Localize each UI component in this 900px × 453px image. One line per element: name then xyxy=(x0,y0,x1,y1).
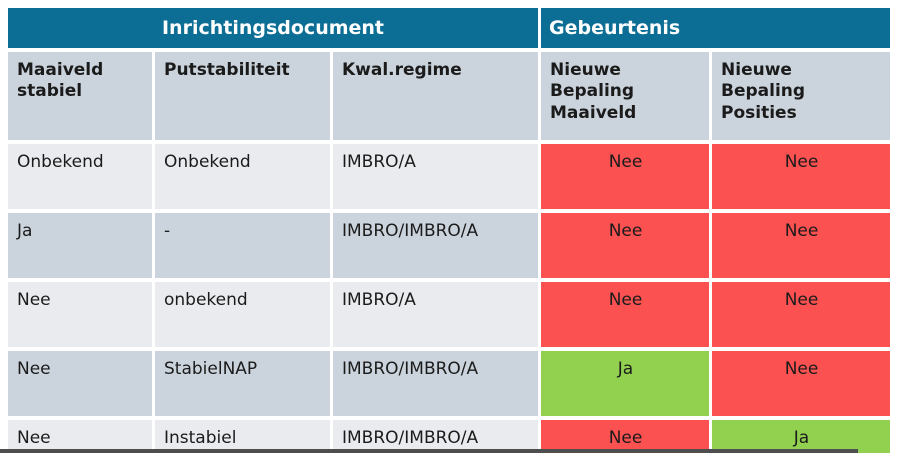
cell-kwal-regime: IMBRO/IMBRO/A xyxy=(333,213,539,278)
cell-nieuwe-bepaling-posities: Nee xyxy=(712,144,891,209)
table-row: Ja - IMBRO/IMBRO/A Nee Nee xyxy=(8,213,891,278)
column-header-kwal-regime: Kwal.regime xyxy=(333,52,539,140)
cell-nieuwe-bepaling-maaiveld: Nee xyxy=(541,144,710,209)
decision-table: Inrichtingsdocument Gebeurtenis Maaiveld… xyxy=(5,4,893,453)
column-header-row: Maaiveld stabiel Putstabiliteit Kwal.reg… xyxy=(8,52,891,140)
cell-nieuwe-bepaling-maaiveld: Nee xyxy=(541,213,710,278)
column-header-nieuwe-bepaling-maaiveld: Nieuwe Bepaling Maaiveld xyxy=(541,52,710,140)
cell-putstabiliteit: - xyxy=(155,213,330,278)
cell-nieuwe-bepaling-maaiveld: Ja xyxy=(541,351,710,416)
table-row: Nee StabielNAP IMBRO/IMBRO/A Ja Nee xyxy=(8,351,891,416)
group-header-row: Inrichtingsdocument Gebeurtenis xyxy=(8,8,891,48)
column-header-nieuwe-bepaling-posities: Nieuwe Bepaling Posities xyxy=(712,52,891,140)
cell-putstabiliteit: Instabiel xyxy=(155,420,330,453)
cell-nieuwe-bepaling-posities: Ja xyxy=(712,420,891,453)
cell-nieuwe-bepaling-maaiveld: Nee xyxy=(541,282,710,347)
cell-nieuwe-bepaling-posities: Nee xyxy=(712,351,891,416)
cell-maaiveld-stabiel: Onbekend xyxy=(8,144,152,209)
cell-kwal-regime: IMBRO/A xyxy=(333,144,539,209)
cell-kwal-regime: IMBRO/A xyxy=(333,282,539,347)
cell-maaiveld-stabiel: Nee xyxy=(8,351,152,416)
table-bottom-edge-line xyxy=(0,449,858,453)
cell-maaiveld-stabiel: Nee xyxy=(8,420,152,453)
cell-putstabiliteit: StabielNAP xyxy=(155,351,330,416)
group-header-inrichtingsdocument: Inrichtingsdocument xyxy=(8,8,539,48)
cell-nieuwe-bepaling-posities: Nee xyxy=(712,213,891,278)
group-header-gebeurtenis: Gebeurtenis xyxy=(541,8,891,48)
table-row: Nee Instabiel IMBRO/IMBRO/A Nee Ja xyxy=(8,420,891,453)
cell-maaiveld-stabiel: Ja xyxy=(8,213,152,278)
table-row: Onbekend Onbekend IMBRO/A Nee Nee xyxy=(8,144,891,209)
cell-putstabiliteit: Onbekend xyxy=(155,144,330,209)
column-header-putstabiliteit: Putstabiliteit xyxy=(155,52,330,140)
table-row: Nee onbekend IMBRO/A Nee Nee xyxy=(8,282,891,347)
cell-kwal-regime: IMBRO/IMBRO/A xyxy=(333,351,539,416)
cell-nieuwe-bepaling-posities: Nee xyxy=(712,282,891,347)
cell-nieuwe-bepaling-maaiveld: Nee xyxy=(541,420,710,453)
cell-putstabiliteit: onbekend xyxy=(155,282,330,347)
column-header-maaiveld-stabiel: Maaiveld stabiel xyxy=(8,52,152,140)
cell-maaiveld-stabiel: Nee xyxy=(8,282,152,347)
cell-kwal-regime: IMBRO/IMBRO/A xyxy=(333,420,539,453)
